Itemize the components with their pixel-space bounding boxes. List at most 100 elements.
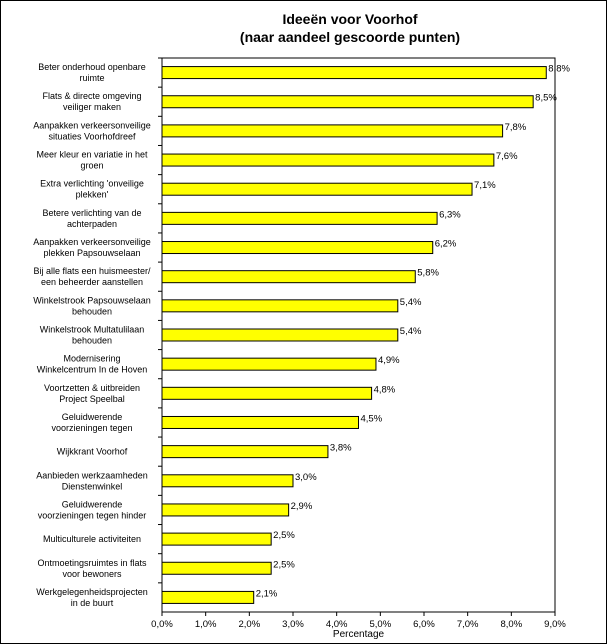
bar [161,241,434,255]
category-label-line: plekken' [76,190,109,200]
bar [161,561,272,575]
value-label: 2,5% [273,559,295,570]
x-axis: 0,0% 1,0% 2,0% 3,0% 4,0% 5,0% 6,0% 7,0% 8,0% 9,0% [151,612,566,630]
value-label: 3,0% [295,472,317,483]
bar [161,328,399,342]
category-label-line: in de buurt [71,598,114,608]
x-tick-label: 1,0% [195,619,217,630]
category-label: Beter onderhoud openbare ruimte [38,62,146,83]
category-label-line: Multiculturele activiteiten [43,534,141,544]
bar [161,270,416,284]
value-label: 3,8% [330,443,352,454]
bar [161,590,255,604]
bar [161,95,534,109]
bar [161,357,377,371]
category-label-line: Aanbieden werkzaamheden [36,470,148,480]
category-label-line: veiliger maken [63,102,121,112]
category-label: Flats & directe omgeving veiliger maken [42,91,141,112]
category-label-line: plekken Papsouwselaan [43,248,140,258]
category-label-line: Beter onderhoud openbare [38,62,146,72]
x-tick-label: 6,0% [413,619,435,630]
value-label: 8,8% [548,64,570,75]
category-label-line: Winkelcentrum In de Hoven [37,365,148,375]
category-label-line: Bij alle flats een huismeester/ [33,266,151,276]
category-label: Geluidwerende voorzieningen tegen [51,412,132,433]
category-label: Wijkkrant Voorhof [57,447,128,457]
x-tick-label: 3,0% [282,619,304,630]
category-label-line: situaties Voorhofdreef [48,131,136,141]
bar [161,153,495,167]
category-label-line: Dienstenwinkel [62,481,123,491]
category-label-line: voorzieningen tegen hinder [38,510,147,520]
category-label: Winkelstrook Multatulilaan behouden [40,325,145,346]
value-label: 7,8% [505,122,527,133]
x-tick-label: 0,0% [151,619,173,630]
category-label-line: Werkgelegenheidsprojecten [36,587,147,597]
category-label-line: Aanpakken verkeersonveilige [33,237,151,247]
category-label-line: een beheerder aanstellen [41,277,143,287]
value-label: 6,2% [435,239,457,250]
bars [161,66,547,604]
category-label: Multiculturele activiteiten [43,534,141,544]
category-label-line: groen [80,161,103,171]
category-label: Ontmoetingsruimtes in flats voor bewoners [37,558,147,579]
category-label: Extra verlichting 'onveilige plekken' [40,179,144,200]
category-label-line: Meer kleur en variatie in het [36,150,148,160]
category-label-line: Wijkkrant Voorhof [57,447,128,457]
value-label: 6,3% [439,209,461,220]
category-label: Meer kleur en variatie in het groen [36,150,148,171]
category-label-line: Modernisering [63,354,120,364]
bar [161,299,399,313]
category-label: Betere verlichting van de achterpaden [42,208,141,229]
bar [161,124,504,138]
bar [161,415,359,429]
bar [161,474,294,488]
category-label-line: voor bewoners [62,569,122,579]
category-label: Aanbieden werkzaamheden Dienstenwinkel [36,470,148,491]
bar [161,182,473,196]
value-label: 5,8% [417,268,439,279]
category-label: Winkelstrook Papsouwselaan behouden [33,295,151,316]
category-labels: Beter onderhoud openbare ruimte Flats & di… [33,62,151,608]
category-label-line: achterpaden [67,219,117,229]
category-label: Bij alle flats een huismeester/een behee… [33,266,151,287]
x-tick-label: 4,0% [326,619,348,630]
category-label-line: voorzieningen tegen [51,423,132,433]
category-label: Aanpakken verkeersonveilige plekken Papso… [33,237,151,258]
bar [161,66,547,80]
x-tick-label: 7,0% [457,619,479,630]
category-label-line: Flats & directe omgeving [42,91,141,101]
category-label-line: Project Speelbal [59,394,125,404]
value-label: 5,4% [400,326,422,337]
bar [161,386,373,400]
category-label-line: Winkelstrook Multatulilaan [40,325,145,335]
value-labels: 8,8% 8,5% 7,8% 7,6% 7,1% 6,3% 6,2% 5,8% 5,4% 5,4%… [256,64,571,600]
category-label-line: Winkelstrook Papsouwselaan [33,295,151,305]
value-label: 2,1% [256,588,278,599]
x-tick-label: 9,0% [544,619,566,630]
category-label-line: Voortzetten & uitbreiden [44,383,140,393]
category-label-line: Betere verlichting van de [42,208,141,218]
category-label-line: Ontmoetingsruimtes in flats [37,558,147,568]
value-label: 2,9% [291,501,313,512]
value-label: 7,1% [474,180,496,191]
category-label: Geluidwerende voorzieningen tegen hinder [38,499,147,520]
category-label-line: Extra verlichting 'onveilige [40,179,144,189]
value-label: 4,9% [378,355,400,366]
category-label: Aanpakken verkeersonveilige situaties Voo… [33,120,151,141]
bar [161,445,329,459]
x-tick-label: 2,0% [239,619,261,630]
bar [161,503,290,517]
value-label: 5,4% [400,297,422,308]
category-label: Werkgelegenheidsprojecten in de buurt [36,587,147,608]
chart-title: Ideeën voor Voorhof (naar aandeel gescoo… [239,11,461,45]
value-label: 4,8% [374,384,396,395]
category-label-line: Geluidwerende [62,499,123,509]
category-label-line: Aanpakken verkeersonveilige [33,120,151,130]
category-label-line: Geluidwerende [62,412,123,422]
value-label: 4,5% [361,413,383,424]
x-tick-label: 5,0% [370,619,392,630]
category-label-line: ruimte [79,73,104,83]
bar [161,211,438,225]
